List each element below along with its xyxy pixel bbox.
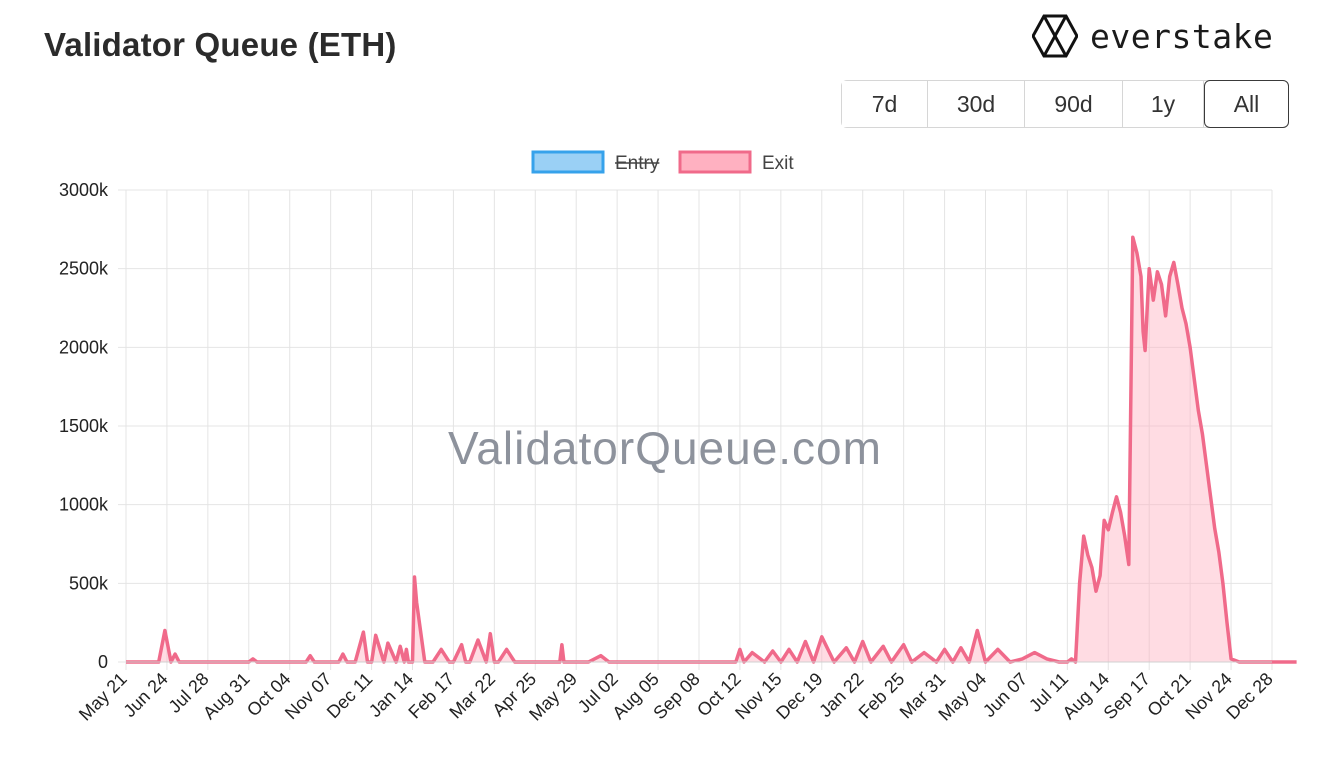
y-tick-label: 3000k [59,180,109,200]
x-tick-label: Mar 22 [445,669,499,723]
range-button-1y[interactable]: 1y [1123,81,1204,127]
y-tick-label: 500k [69,573,109,593]
range-button-all[interactable]: All [1204,80,1289,128]
y-tick-label: 2000k [59,337,109,357]
page-title: Validator Queue (ETH) [44,26,397,63]
x-tick-label: Dec 11 [323,669,377,723]
legend-label-exit: Exit [762,153,794,174]
hexagon-logo-icon [1032,14,1078,58]
x-tick-label: Jun 24 [119,669,171,721]
y-tick-label: 2500k [59,259,109,279]
x-tick-label: Aug 31 [199,669,253,723]
y-tick-label: 1000k [59,495,109,515]
brand-name: everstake [1090,16,1274,56]
x-tick-label: Jun 07 [979,669,1031,721]
brand-logo: everstake [1032,14,1273,58]
x-tick-label: Nov 07 [281,669,335,723]
y-tick-label: 0 [98,652,108,672]
legend-swatch-exit [678,150,752,174]
legend-swatch-entry [531,150,605,174]
x-tick-label: Sep 17 [1100,669,1154,723]
x-tick-label: Sep 08 [649,669,703,723]
y-tick-label: 1500k [59,416,109,436]
range-button-90d[interactable]: 90d [1025,81,1123,127]
series-line-exit [126,235,1297,664]
series-area-exit [126,237,1297,662]
watermark-text: ValidatorQueue.com [448,422,882,474]
x-tick-label: Dec 28 [1222,669,1276,723]
time-range-selector: 7d 30d 90d 1y All [841,80,1289,128]
x-tick-label: May 21 [75,669,131,725]
x-tick-label: Dec 19 [772,669,826,723]
range-button-7d[interactable]: 7d [842,81,928,127]
range-button-30d[interactable]: 30d [928,81,1025,127]
